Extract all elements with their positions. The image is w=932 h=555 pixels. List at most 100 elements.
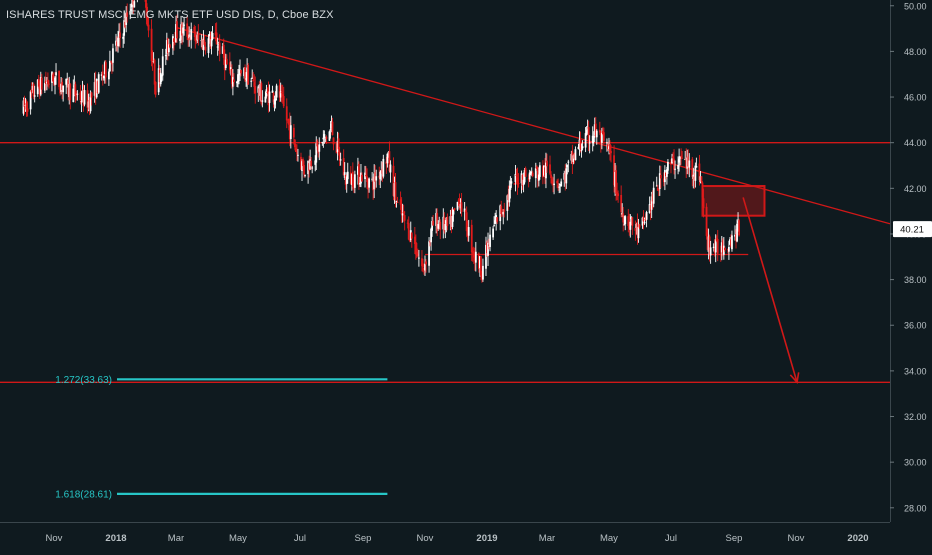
candle-up <box>269 92 271 103</box>
candle-up <box>250 81 252 82</box>
candle-up <box>109 61 111 71</box>
x-tick-label: Jul <box>294 533 306 544</box>
candle-down <box>660 175 662 179</box>
candle-down <box>518 183 520 184</box>
candle-up <box>653 188 655 204</box>
candle-down <box>701 176 703 182</box>
candle-down <box>432 221 434 226</box>
candle-down <box>169 44 171 47</box>
y-tick-label: 34.00 <box>904 366 927 376</box>
descending-trendline <box>176 27 890 223</box>
candle-down <box>247 65 249 85</box>
candle-down <box>303 165 305 175</box>
candle-up <box>596 131 598 138</box>
resistance-zone <box>702 186 764 216</box>
candle-down <box>154 60 156 85</box>
candle-down <box>631 217 633 226</box>
candle-up <box>354 174 356 188</box>
candle-down <box>105 62 107 77</box>
fib-level-label: 1.272(33.63) <box>55 375 112 386</box>
candle-down <box>219 43 221 55</box>
y-tick-label: 30.00 <box>904 458 927 468</box>
candle-down <box>408 223 410 239</box>
candle-down <box>546 161 548 167</box>
candle-up <box>468 227 470 236</box>
candle-down <box>532 173 534 176</box>
candle-up <box>560 181 562 186</box>
candle-down <box>525 168 527 177</box>
x-tick-label: 2019 <box>476 533 497 544</box>
x-tick-label: Sep <box>355 533 372 544</box>
candle-up <box>731 235 733 249</box>
candle-down <box>446 217 448 226</box>
candle-down <box>240 70 242 73</box>
candle-down <box>197 34 199 40</box>
y-tick-label: 42.00 <box>904 184 927 194</box>
candle-up <box>382 159 384 177</box>
candle-down <box>361 175 363 182</box>
x-tick-label: Nov <box>417 533 434 544</box>
candle-up <box>695 166 697 168</box>
candle-up <box>318 144 320 151</box>
candle-up <box>539 165 541 177</box>
projection-arrow-line <box>743 197 797 382</box>
candle-down <box>326 137 328 139</box>
candle-up <box>183 25 185 26</box>
candle-up <box>261 100 263 101</box>
candle-up <box>710 247 712 255</box>
candle-down <box>404 215 406 221</box>
candle-up <box>646 212 648 220</box>
candle-up <box>606 142 608 143</box>
candle-down <box>454 208 456 210</box>
candle-up <box>418 258 420 259</box>
candle-up <box>493 225 495 226</box>
candle-down <box>610 151 612 153</box>
y-tick-label: 32.00 <box>904 412 927 422</box>
candle-down <box>148 25 150 31</box>
candle-down <box>155 82 157 95</box>
candle-down <box>681 158 683 159</box>
candle-up <box>644 222 646 224</box>
candle-up <box>34 95 36 96</box>
candle-up <box>510 181 512 183</box>
candle-up <box>694 166 696 181</box>
x-tick-label: Nov <box>788 533 805 544</box>
candle-up <box>62 85 64 92</box>
candle-up <box>108 71 110 79</box>
candle-up <box>297 155 299 156</box>
candle-up <box>482 266 484 280</box>
candle-up <box>390 165 392 173</box>
x-tick-label: Sep <box>726 533 743 544</box>
x-tick-label: May <box>229 533 247 544</box>
candle-down <box>286 106 288 120</box>
candle-up <box>589 142 591 143</box>
candle-up <box>112 48 114 63</box>
candle-up <box>688 160 690 167</box>
y-tick-label: 48.00 <box>904 47 927 57</box>
candle-down <box>397 202 399 203</box>
candle-down <box>254 86 256 93</box>
candle-down <box>27 108 29 111</box>
candle-up <box>98 74 100 92</box>
candle-down <box>310 161 312 167</box>
candle-down <box>91 92 93 97</box>
candle-up <box>728 247 730 252</box>
last-price-label: 40.21 <box>900 225 924 236</box>
candle-up <box>575 149 577 160</box>
candle-up <box>340 159 342 160</box>
candle-down <box>41 78 43 90</box>
candle-up <box>553 184 555 185</box>
candle-down <box>283 96 285 106</box>
candle-down <box>332 122 334 135</box>
candle-down <box>226 59 228 65</box>
x-tick-label: May <box>600 533 618 544</box>
candle-down <box>639 224 641 227</box>
candle-up <box>475 252 477 263</box>
candle-down <box>205 47 207 51</box>
candle-down <box>724 248 726 250</box>
x-tick-label: Mar <box>539 533 555 544</box>
y-tick-label: 46.00 <box>904 93 927 103</box>
candle-up <box>492 229 494 238</box>
